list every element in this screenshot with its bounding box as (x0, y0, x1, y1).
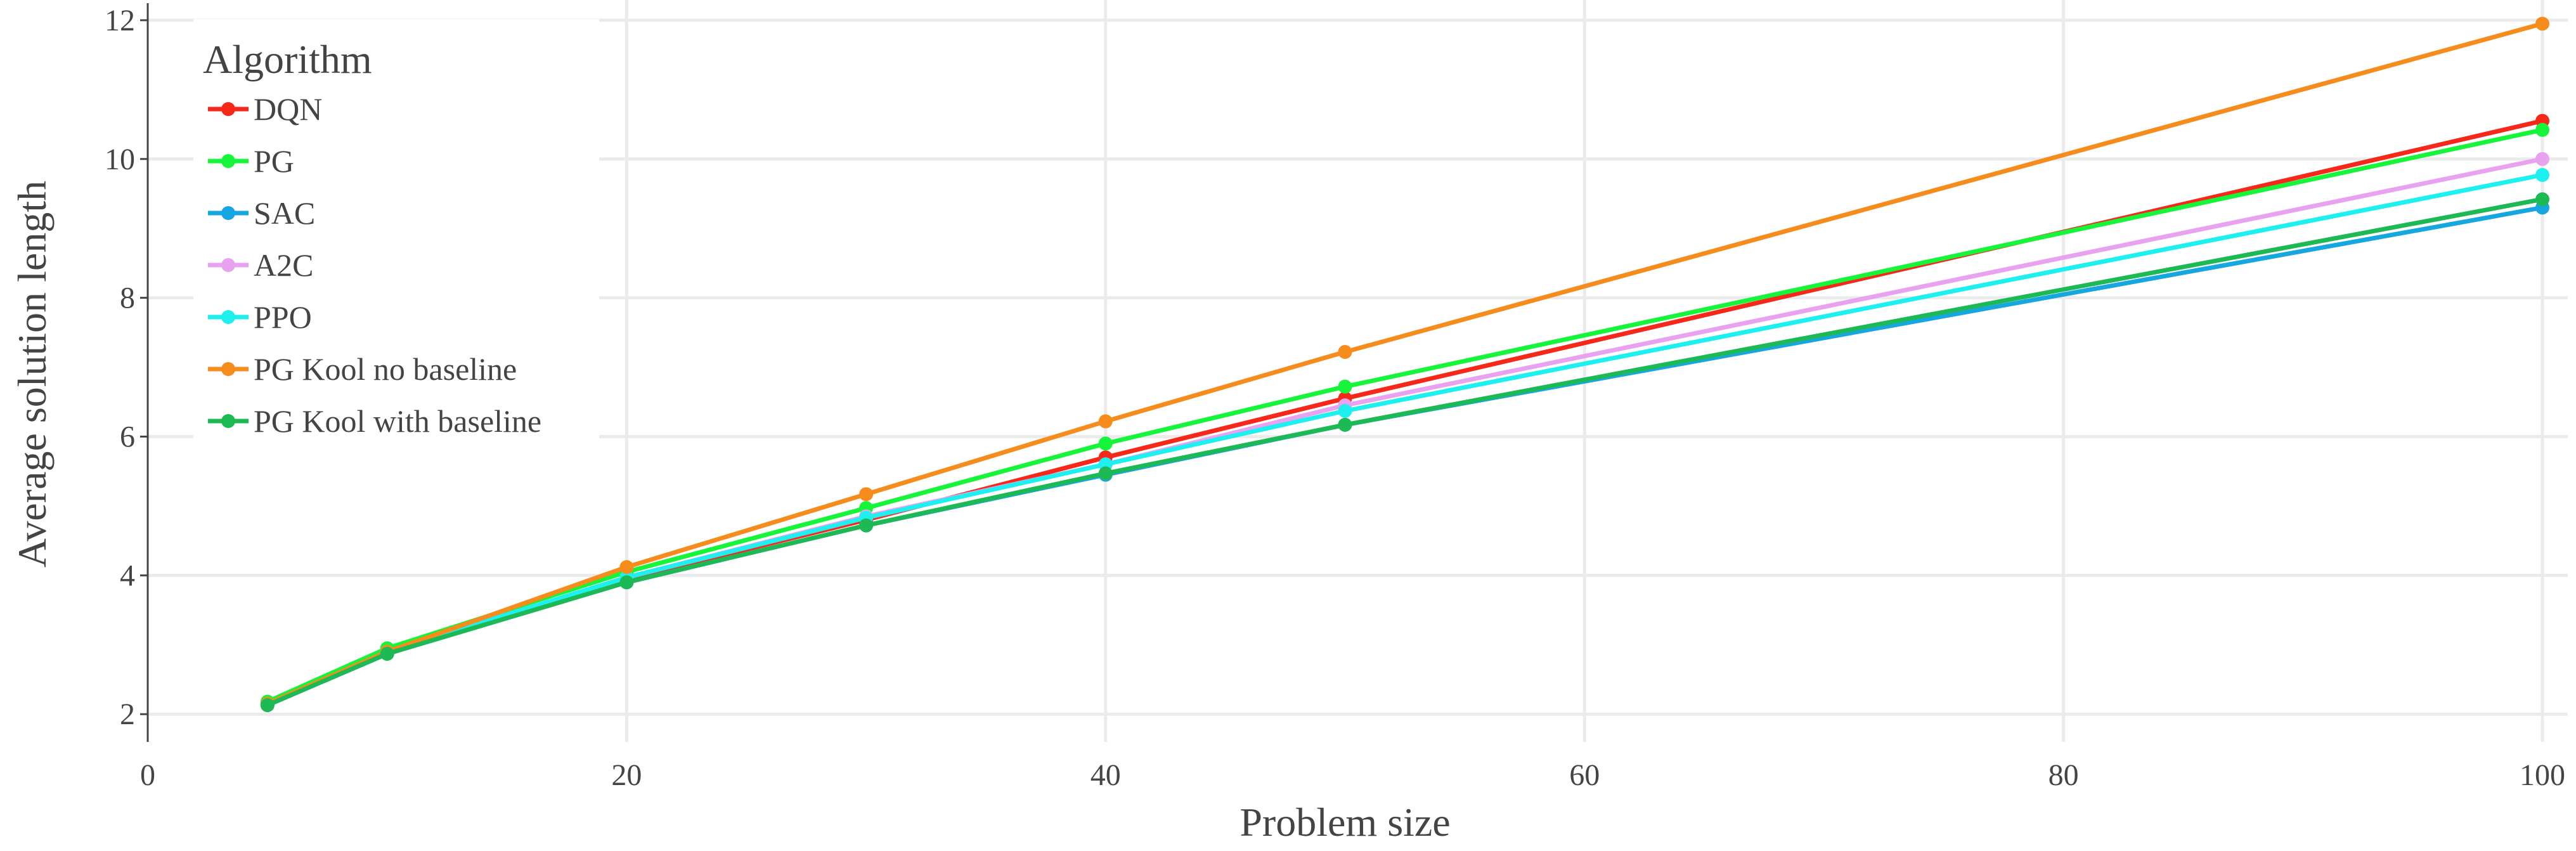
legend-label: SAC (254, 195, 315, 231)
legend-item: PG Kool with baseline (208, 403, 541, 439)
legend-label: PG Kool no baseline (254, 351, 517, 387)
series-ppo (260, 167, 2549, 711)
data-point (1098, 466, 1113, 481)
data-point (2535, 16, 2549, 31)
series-group (260, 16, 2549, 712)
legend: Algorithm DQN PG SAC A2C PPO PG Kool no basel… (193, 19, 599, 463)
x-tick-label: 60 (1569, 758, 1600, 792)
series-line (265, 172, 2545, 707)
legend-label: A2C (254, 247, 313, 283)
legend-item: DQN (208, 91, 322, 127)
legend-item: PG (208, 143, 294, 179)
legend-label: PPO (254, 299, 312, 335)
series-pg-kool-with-baseline (260, 192, 2549, 712)
legend-title: Algorithm (203, 37, 372, 82)
legend-swatch-marker (221, 206, 235, 220)
y-tick-label: 10 (105, 143, 135, 176)
data-point (619, 575, 634, 590)
legend-swatch-marker (221, 362, 235, 376)
y-tick-label: 2 (120, 698, 135, 731)
x-axis-ticks: 0 20 40 60 80 100 (140, 758, 2565, 792)
legend-swatch-marker (221, 414, 235, 428)
legend-item: PG Kool no baseline (208, 351, 517, 387)
data-point (619, 560, 634, 575)
legend-swatch-marker (221, 154, 235, 168)
x-tick-label: 40 (1091, 758, 1121, 792)
data-point (2535, 192, 2549, 207)
x-tick-label: 20 (611, 758, 642, 792)
x-axis-title: Problem size (1239, 800, 1450, 845)
y-tick-label: 6 (120, 420, 135, 453)
data-point (2535, 152, 2549, 166)
data-point (859, 487, 874, 502)
series-line (265, 197, 2545, 708)
legend-label: PG (254, 143, 294, 179)
data-point (2535, 167, 2549, 182)
data-point (1338, 417, 1352, 432)
x-tick-label: 80 (2049, 758, 2079, 792)
data-point (1338, 344, 1352, 359)
legend-label: DQN (254, 91, 322, 127)
legend-item: PPO (208, 299, 312, 335)
series-pg-kool-no-baseline (260, 16, 2549, 711)
data-point (859, 518, 874, 533)
x-tick-label: 100 (2520, 758, 2565, 792)
data-point (1338, 404, 1352, 418)
y-tick-label: 12 (105, 4, 135, 37)
series-line (265, 205, 2545, 708)
legend-background (193, 19, 599, 463)
legend-label: PG Kool with baseline (254, 403, 541, 439)
y-tick-label: 8 (120, 282, 135, 315)
y-axis-title: Average solution length (10, 181, 55, 568)
legend-items: DQN PG SAC A2C PPO PG Kool no baseline PG Kool… (208, 91, 541, 439)
data-point (380, 647, 394, 661)
legend-item: A2C (208, 247, 313, 283)
data-point (1098, 414, 1113, 429)
data-point (1098, 436, 1113, 451)
series-line (265, 21, 2545, 706)
data-point (1338, 379, 1352, 394)
legend-swatch-marker (221, 102, 235, 116)
x-tick-label: 0 (140, 758, 155, 792)
data-point (2535, 122, 2549, 137)
data-point (260, 698, 275, 712)
series-sac (260, 200, 2549, 712)
y-axis-ticks: 2 4 6 8 10 12 (105, 4, 148, 731)
y-tick-label: 4 (120, 559, 135, 592)
legend-swatch-marker (221, 310, 235, 324)
legend-swatch-marker (221, 258, 235, 272)
legend-item: SAC (208, 195, 315, 231)
series-a2c (260, 152, 2549, 711)
